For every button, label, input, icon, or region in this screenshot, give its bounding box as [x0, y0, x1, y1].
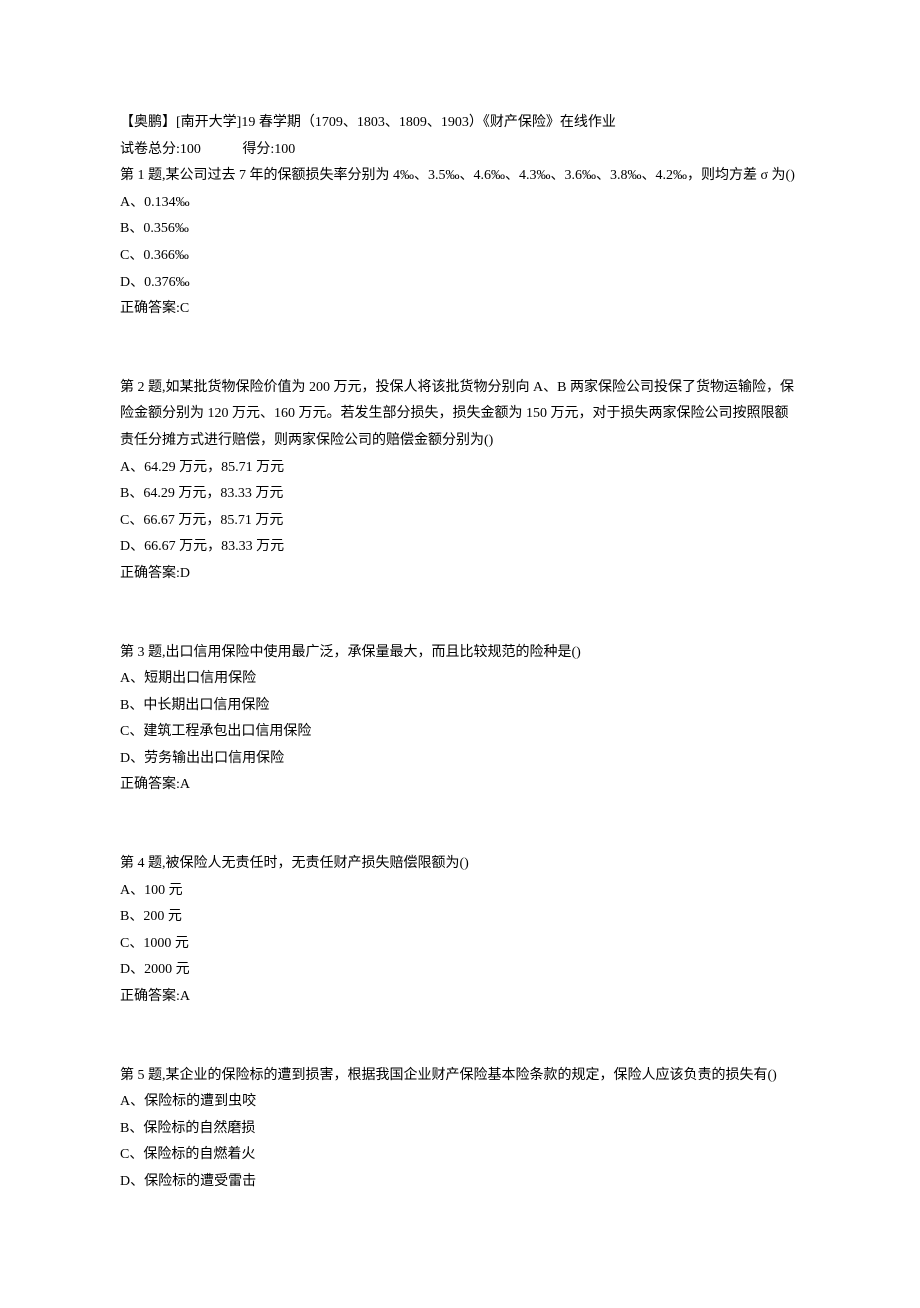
option-c: C、66.67 万元，85.71 万元 [120, 508, 800, 535]
option-b: B、64.29 万元，83.33 万元 [120, 481, 800, 508]
question-block: 第 2 题,如某批货物保险价值为 200 万元，投保人将该批货物分别向 A、B … [120, 375, 800, 588]
option-b: B、中长期出口信用保险 [120, 693, 800, 720]
correct-answer: 正确答案:D [120, 561, 800, 588]
correct-answer: 正确答案:A [120, 984, 800, 1011]
correct-answer: 正确答案:A [120, 772, 800, 799]
option-d: D、0.376‰ [120, 270, 800, 297]
question-text: 第 3 题,出口信用保险中使用最广泛，承保量最大，而且比较规范的险种是() [120, 640, 800, 667]
option-a: A、保险标的遭到虫咬 [120, 1089, 800, 1116]
question-block: 第 4 题,被保险人无责任时，无责任财产损失赔偿限额为() A、100 元 B、… [120, 851, 800, 1011]
option-a: A、短期出口信用保险 [120, 666, 800, 693]
option-c: C、建筑工程承包出口信用保险 [120, 719, 800, 746]
option-d: D、66.67 万元，83.33 万元 [120, 534, 800, 561]
obtained-score-label: 得分:100 [242, 142, 295, 157]
correct-answer: 正确答案:C [120, 296, 800, 323]
option-a: A、0.134‰ [120, 190, 800, 217]
question-text: 第 5 题,某企业的保险标的遭到损害，根据我国企业财产保险基本险条款的规定，保险… [120, 1063, 800, 1090]
question-block: 第 5 题,某企业的保险标的遭到损害，根据我国企业财产保险基本险条款的规定，保险… [120, 1063, 800, 1196]
option-b: B、200 元 [120, 904, 800, 931]
question-block: 第 1 题,某公司过去 7 年的保额损失率分别为 4‰、3.5‰、4.6‰、4.… [120, 163, 800, 323]
option-d: D、保险标的遭受雷击 [120, 1169, 800, 1196]
question-text: 第 2 题,如某批货物保险价值为 200 万元，投保人将该批货物分别向 A、B … [120, 375, 800, 455]
total-score-label: 试卷总分:100 [120, 142, 201, 157]
score-line: 试卷总分:100 得分:100 [120, 137, 800, 164]
option-c: C、保险标的自燃着火 [120, 1142, 800, 1169]
question-text: 第 1 题,某公司过去 7 年的保额损失率分别为 4‰、3.5‰、4.6‰、4.… [120, 163, 800, 190]
option-d: D、劳务输出出口信用保险 [120, 746, 800, 773]
option-b: B、保险标的自然磨损 [120, 1116, 800, 1143]
question-text: 第 4 题,被保险人无责任时，无责任财产损失赔偿限额为() [120, 851, 800, 878]
option-a: A、64.29 万元，85.71 万元 [120, 455, 800, 482]
option-a: A、100 元 [120, 878, 800, 905]
option-b: B、0.356‰ [120, 216, 800, 243]
option-c: C、1000 元 [120, 931, 800, 958]
option-c: C、0.366‰ [120, 243, 800, 270]
question-block: 第 3 题,出口信用保险中使用最广泛，承保量最大，而且比较规范的险种是() A、… [120, 640, 800, 800]
option-d: D、2000 元 [120, 957, 800, 984]
exam-title: 【奥鹏】[南开大学]19 春学期（1709、1803、1809、1903）《财产… [120, 110, 800, 137]
